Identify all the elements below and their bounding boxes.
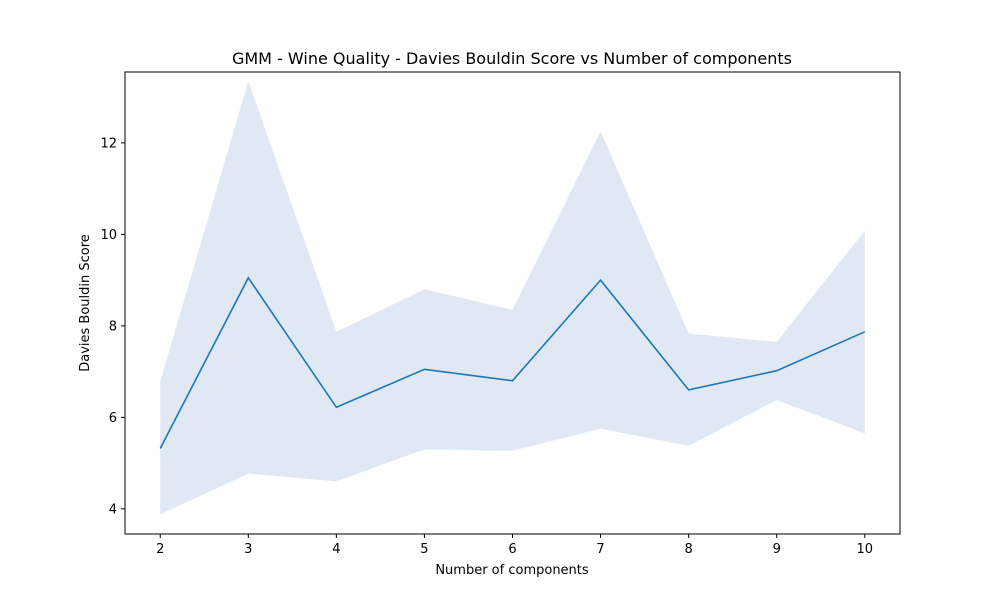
x-tick-label: 7 [596,542,604,557]
series-line-layer [159,276,866,449]
x-tick-label: 9 [773,542,781,557]
x-tick-label: 8 [684,542,692,557]
y-axis-ticks: 4 6 8 10 12 [100,136,125,517]
x-axis-label: Number of components [435,563,589,578]
y-tick-label: 4 [109,502,117,517]
y-axis-label: Davies Bouldin Score [78,234,93,372]
confidence-band-0 [160,81,865,515]
x-tick-label: 2 [156,542,164,557]
confidence-band-layer [160,81,865,515]
x-tick-label: 3 [244,542,252,557]
chart-title: GMM - Wine Quality - Davies Bouldin Scor… [232,49,792,68]
x-tick-label: 10 [856,542,873,557]
x-axis-ticks: 2 3 4 5 6 7 8 9 10 [156,534,873,557]
y-tick-label: 12 [100,136,117,151]
y-tick-label: 8 [109,319,117,334]
x-tick-label: 4 [332,542,340,557]
y-tick-label: 10 [100,228,117,243]
x-tick-label: 5 [420,542,428,557]
x-tick-label: 6 [508,542,516,557]
y-tick-label: 6 [109,411,117,426]
